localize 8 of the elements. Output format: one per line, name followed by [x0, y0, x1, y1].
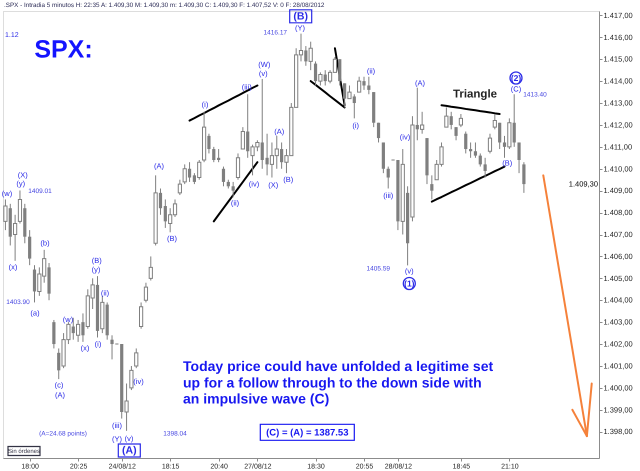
text: SPX:: [34, 36, 93, 64]
annotation: (C) = (A) = 1387.53: [266, 427, 348, 438]
annotation: (B): [293, 10, 308, 22]
annotation: (1): [404, 278, 415, 288]
annotation: Today price could have unfolded a legitime set up for a follow through to the down side with an impulsive wave (C): [183, 358, 494, 407]
annotation: Triangle: [452, 88, 498, 100]
annotation: (2): [510, 73, 522, 83]
annotation: (A): [122, 444, 137, 456]
